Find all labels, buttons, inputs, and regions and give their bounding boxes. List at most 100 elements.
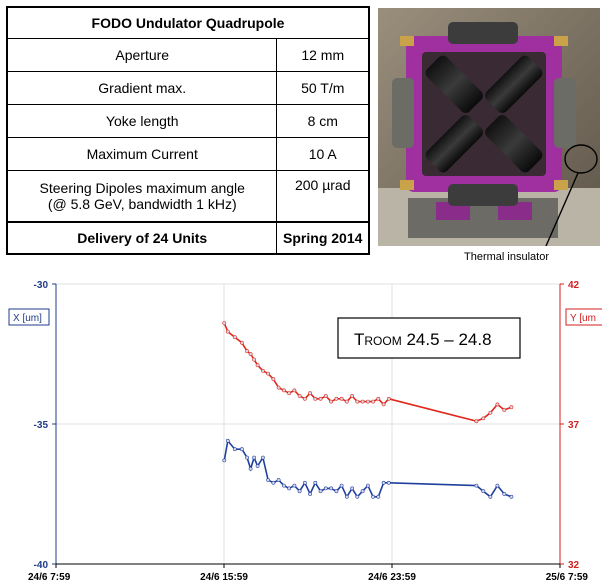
series-y-point <box>266 371 271 376</box>
series-y-point <box>252 357 257 362</box>
series-x-point <box>302 480 307 485</box>
series-x-point <box>266 478 271 482</box>
table-row: Maximum Current 10 A <box>6 137 370 171</box>
series-y-point <box>281 388 286 393</box>
series-x-point <box>355 494 360 499</box>
photo-caption: Thermal insulator <box>464 251 549 263</box>
series-x-point <box>292 483 297 488</box>
series-x-point <box>386 480 391 485</box>
series-x-point <box>222 458 227 463</box>
series-y-point <box>339 396 344 401</box>
series-x-point <box>495 483 500 488</box>
series-x-point <box>308 492 313 496</box>
series-x-point <box>255 464 260 468</box>
series-y-point <box>329 399 334 404</box>
series-x-point <box>287 486 292 491</box>
series-y-point <box>255 363 260 368</box>
y-left-tick-label: -35 <box>34 420 49 431</box>
series-y-point <box>276 385 281 390</box>
x-tick-label: 25/6 7:59 <box>546 572 589 583</box>
delivery-label: Delivery of 24 Units <box>6 221 278 255</box>
series-x-point <box>297 489 302 494</box>
series-x-point <box>381 480 386 485</box>
y-right-tick-label: 42 <box>568 280 580 291</box>
series-x-point <box>339 483 344 488</box>
series-x-point <box>245 455 250 460</box>
x-tick-label: 24/6 23:59 <box>368 572 416 583</box>
quadrupole-photo <box>378 8 600 246</box>
series-y-point <box>381 402 386 407</box>
y-left-label: X [um] <box>13 313 42 324</box>
series-y-point <box>495 402 500 407</box>
series-x-point <box>488 494 493 499</box>
series-y-point <box>334 396 339 401</box>
series-x-point <box>329 486 334 491</box>
series-x-point <box>318 489 323 494</box>
series-y-point <box>245 349 250 354</box>
series-x-point <box>248 466 253 471</box>
value-cell: 200 µrad <box>276 170 370 223</box>
series-y-point <box>308 391 313 396</box>
param-cell: Steering Dipoles maximum angle (@ 5.8 Ge… <box>6 170 278 223</box>
y-right-label: Y [um <box>570 313 596 324</box>
series-y-point <box>481 416 486 421</box>
series-x-point <box>376 494 381 499</box>
series-y-point <box>360 399 365 404</box>
series-y-point <box>350 394 355 398</box>
param-cell: Maximum Current <box>6 137 278 171</box>
annotation-sub: ROOM <box>364 334 401 348</box>
series-x-point <box>350 486 355 491</box>
troom-annotation: TROOM 24.5 – 24.8 <box>337 317 521 359</box>
series-y-point <box>225 329 230 334</box>
series-y-point <box>222 321 227 326</box>
series-y-point <box>376 396 381 401</box>
series-y-point <box>365 399 370 404</box>
series-x-point <box>232 447 237 452</box>
series-x-point <box>281 483 286 488</box>
series-x-point <box>313 480 318 485</box>
param-cell: Yoke length <box>6 104 278 138</box>
series-y-point <box>260 368 265 373</box>
series-y-point <box>232 335 237 340</box>
series-x-point <box>474 483 479 488</box>
series-y-point <box>313 396 318 401</box>
series-y-point <box>509 405 514 410</box>
series-y-point <box>239 340 244 345</box>
y-left-tick-label: -40 <box>34 560 49 571</box>
series-y-point <box>287 391 292 396</box>
value-cell: 50 T/m <box>276 71 370 105</box>
series-x-point <box>271 480 276 485</box>
series-y-point <box>355 399 360 404</box>
series-y-point <box>271 377 276 382</box>
series-x-point <box>323 486 328 491</box>
y-right-label-box: Y [um <box>565 308 602 326</box>
value-cell: 8 cm <box>276 104 370 138</box>
y-left-label-box: X [um] <box>8 308 50 326</box>
series-x-point <box>509 494 514 499</box>
series-x-point <box>502 492 507 496</box>
table-row: Yoke length 8 cm <box>6 104 370 138</box>
displacement-chart: -30 -35 -40 42 37 32 24/6 7:59 24/6 15:59 24/6 2… <box>8 280 602 583</box>
spec-table: FODO Undulator Quadrupole Aperture 12 mm… <box>6 6 370 255</box>
table-row: Aperture 12 mm <box>6 38 370 72</box>
y-right-tick-label: 37 <box>568 420 580 431</box>
table-row: Gradient max. 50 T/m <box>6 71 370 105</box>
y-left-tick-label: -30 <box>34 280 49 291</box>
series-x-point <box>371 494 376 499</box>
value-cell: 12 mm <box>276 38 370 72</box>
series-x-point <box>252 455 257 460</box>
series-x-point <box>260 455 265 460</box>
series-x-point <box>239 447 244 452</box>
annotation-main: T <box>354 330 364 349</box>
annotation-value: 24.5 – 24.8 <box>402 330 492 349</box>
table-row: Steering Dipoles maximum angle (@ 5.8 Ge… <box>6 170 370 223</box>
series-x-point <box>344 494 349 499</box>
series-y-point <box>318 396 323 401</box>
value-cell: 10 A <box>276 137 370 171</box>
table-title: FODO Undulator Quadrupole <box>6 6 370 39</box>
series-x-point <box>225 438 230 443</box>
series-x-point <box>365 483 370 488</box>
series-y-point <box>371 399 376 404</box>
table-footer-row: Delivery of 24 Units Spring 2014 <box>6 221 370 255</box>
series-y-point <box>248 352 253 356</box>
